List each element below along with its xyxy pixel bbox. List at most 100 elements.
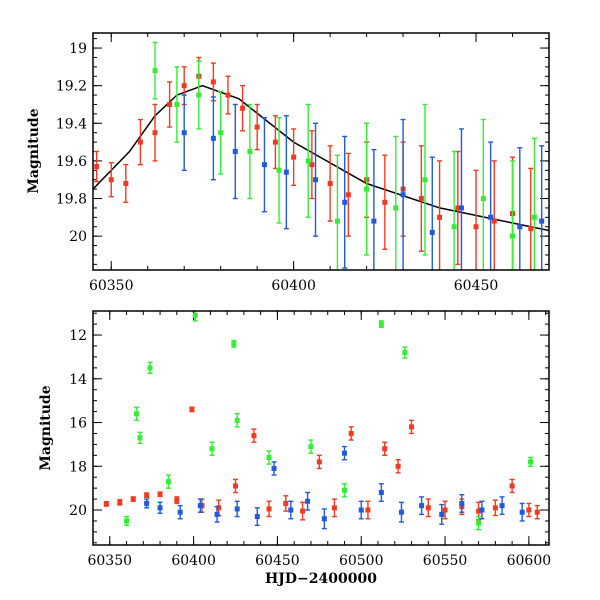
series-blue (181, 94, 545, 270)
data-point-red (240, 105, 246, 111)
data-point-blue (305, 498, 311, 504)
data-point-blue (341, 450, 347, 456)
y-tick-label: 19.2 (56, 79, 87, 95)
series-green (152, 41, 537, 270)
data-point-red (137, 139, 143, 145)
data-point-red (283, 500, 289, 506)
data-point-red (526, 507, 532, 513)
data-point-blue (439, 511, 445, 517)
data-point-red (442, 507, 448, 513)
data-point-red (491, 218, 497, 224)
data-point-green (147, 365, 153, 371)
data-point-green (422, 177, 428, 183)
x-tick-label: 60600 (507, 553, 552, 569)
data-point-red (254, 124, 260, 130)
data-point-blue (519, 509, 525, 515)
data-point-green (531, 214, 537, 220)
data-point-green (510, 233, 516, 239)
data-point-blue (313, 177, 319, 183)
data-point-blue (419, 503, 425, 509)
data-point-red (94, 164, 100, 170)
data-point-blue (458, 205, 464, 211)
data-point-red (331, 505, 337, 511)
data-point-green (476, 520, 482, 526)
series-blue (144, 445, 525, 530)
data-point-red (117, 499, 123, 505)
x-tick-label: 60500 (339, 553, 384, 569)
data-point-red (528, 226, 534, 232)
data-point-red (300, 508, 306, 514)
data-point-red (382, 446, 388, 452)
top-panel: 60350 60400 60450 19 19.2 19.4 19.6 19.8 20 Magn… (26, 32, 550, 294)
bottom-panel-ticks: 60350 60400 60450 60500 60550 60600 12 14 16 18 20 (69, 311, 551, 569)
data-point-red (266, 506, 272, 512)
data-point-red (157, 491, 163, 497)
data-point-red (251, 433, 257, 439)
data-point-green (341, 487, 347, 493)
data-point-blue (342, 199, 348, 205)
data-point-red (181, 83, 187, 89)
data-point-green (137, 435, 143, 441)
data-point-green (276, 167, 282, 173)
data-point-red (492, 505, 498, 511)
bottom-panel-x-axis-label: HJD−2400000 (265, 571, 377, 587)
data-point-blue (283, 169, 289, 175)
data-point-green (209, 446, 215, 452)
data-point-blue (398, 509, 404, 515)
data-point-red (174, 497, 180, 503)
y-tick-label: 19.6 (56, 154, 87, 170)
data-point-red (476, 508, 482, 514)
data-point-blue (429, 229, 435, 235)
y-tick-label: 19.4 (56, 116, 87, 132)
data-point-red (144, 492, 150, 498)
data-point-blue (234, 506, 240, 512)
y-tick-label: 19.8 (56, 192, 87, 208)
data-point-red (425, 505, 431, 511)
data-point-green (234, 417, 240, 423)
data-point-green (393, 205, 399, 211)
data-point-blue (214, 511, 220, 517)
data-point-green (165, 479, 171, 485)
data-point-red (327, 180, 333, 186)
x-tick-label: 60450 (454, 278, 499, 294)
data-point-green (308, 444, 314, 450)
data-point-green (134, 411, 140, 417)
data-point-blue (254, 514, 260, 520)
data-point-blue (488, 214, 494, 220)
x-tick-label: 60400 (271, 278, 316, 294)
data-point-green (364, 186, 370, 192)
y-tick-label: 12 (69, 328, 87, 344)
data-point-red (534, 509, 540, 515)
data-point-red (216, 505, 222, 511)
data-point-blue (271, 465, 277, 471)
data-point-red (409, 424, 415, 430)
data-point-blue (358, 507, 364, 513)
data-point-blue (144, 500, 150, 506)
data-point-red (210, 79, 216, 85)
data-point-green (266, 455, 272, 461)
data-point-red (509, 483, 515, 489)
data-point-red (291, 154, 297, 160)
data-point-green (124, 518, 130, 524)
x-tick-label: 60350 (87, 553, 132, 569)
data-point-blue (288, 507, 294, 513)
data-point-blue (517, 224, 523, 230)
data-point-green (528, 459, 534, 465)
top-panel-ticks: 60350 60400 60450 19 19.2 19.4 19.6 19.8 20 (56, 33, 550, 294)
bottom-panel: 60350 60400 60450 60500 60550 60600 12 14 16 18 20… (38, 310, 551, 587)
y-tick-label: 14 (69, 372, 87, 388)
top-panel-y-axis-label: Magnitude (26, 108, 42, 193)
data-point-green (480, 196, 486, 202)
data-point-blue (539, 218, 545, 224)
data-point-blue (499, 503, 505, 509)
data-point-blue (261, 162, 267, 168)
data-point-blue (371, 218, 377, 224)
data-point-red (382, 199, 388, 205)
data-point-blue (232, 149, 238, 154)
data-point-red (233, 483, 238, 489)
bottom-panel-frame (92, 310, 550, 546)
data-point-blue (400, 192, 406, 198)
bottom-panel-y-axis-label: Magnitude (38, 385, 54, 470)
y-tick-label: 16 (69, 416, 87, 432)
